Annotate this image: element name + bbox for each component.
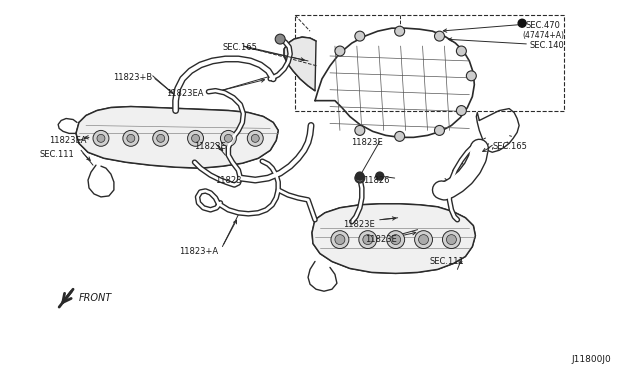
Circle shape [123,131,139,146]
Circle shape [395,26,404,36]
Circle shape [447,235,456,244]
Circle shape [456,106,467,116]
Circle shape [247,131,263,146]
Circle shape [127,134,135,142]
Circle shape [356,172,364,180]
Circle shape [415,231,433,248]
Circle shape [157,134,164,142]
Text: SEC.111: SEC.111 [39,150,74,159]
Text: 11823E: 11823E [195,142,227,151]
Circle shape [191,134,200,142]
Text: SEC.111: SEC.111 [429,257,464,266]
Circle shape [456,46,467,56]
Text: 11823EA: 11823EA [49,137,86,145]
Circle shape [275,34,285,44]
Polygon shape [312,204,476,273]
Circle shape [355,173,365,183]
Circle shape [467,71,476,81]
Text: J11800J0: J11800J0 [572,355,612,364]
Circle shape [355,31,365,41]
Circle shape [395,131,404,141]
Circle shape [252,134,259,142]
Circle shape [355,125,365,135]
Circle shape [220,131,236,146]
Text: 11826: 11826 [363,176,389,185]
Circle shape [387,231,404,248]
Text: 11823E: 11823E [365,235,397,244]
Circle shape [93,131,109,146]
Polygon shape [76,107,278,168]
Circle shape [335,235,345,244]
Text: 11823EA: 11823EA [166,89,203,98]
Text: 11823E: 11823E [351,138,383,147]
Text: 11823+B: 11823+B [113,73,152,82]
Polygon shape [284,37,316,91]
Circle shape [97,134,105,142]
Circle shape [153,131,169,146]
Circle shape [442,231,460,248]
Circle shape [518,19,526,27]
Circle shape [331,231,349,248]
Text: 11823: 11823 [216,176,242,185]
Circle shape [376,172,384,180]
Text: FRONT: FRONT [79,293,112,303]
Circle shape [356,174,364,182]
Text: SEC.165: SEC.165 [492,142,527,151]
Text: 11823+A: 11823+A [179,247,218,256]
Text: 11823E: 11823E [343,220,374,229]
Circle shape [390,235,401,244]
Circle shape [363,235,372,244]
Text: (47474+A): (47474+A) [522,31,564,40]
Text: SEC.165: SEC.165 [223,43,257,52]
Circle shape [225,134,232,142]
Circle shape [435,125,444,135]
Circle shape [335,46,345,56]
Text: SEC.470: SEC.470 [525,21,560,30]
Circle shape [359,231,377,248]
Circle shape [435,31,444,41]
Text: SEC.140: SEC.140 [529,41,564,50]
Circle shape [419,235,429,244]
Circle shape [188,131,204,146]
